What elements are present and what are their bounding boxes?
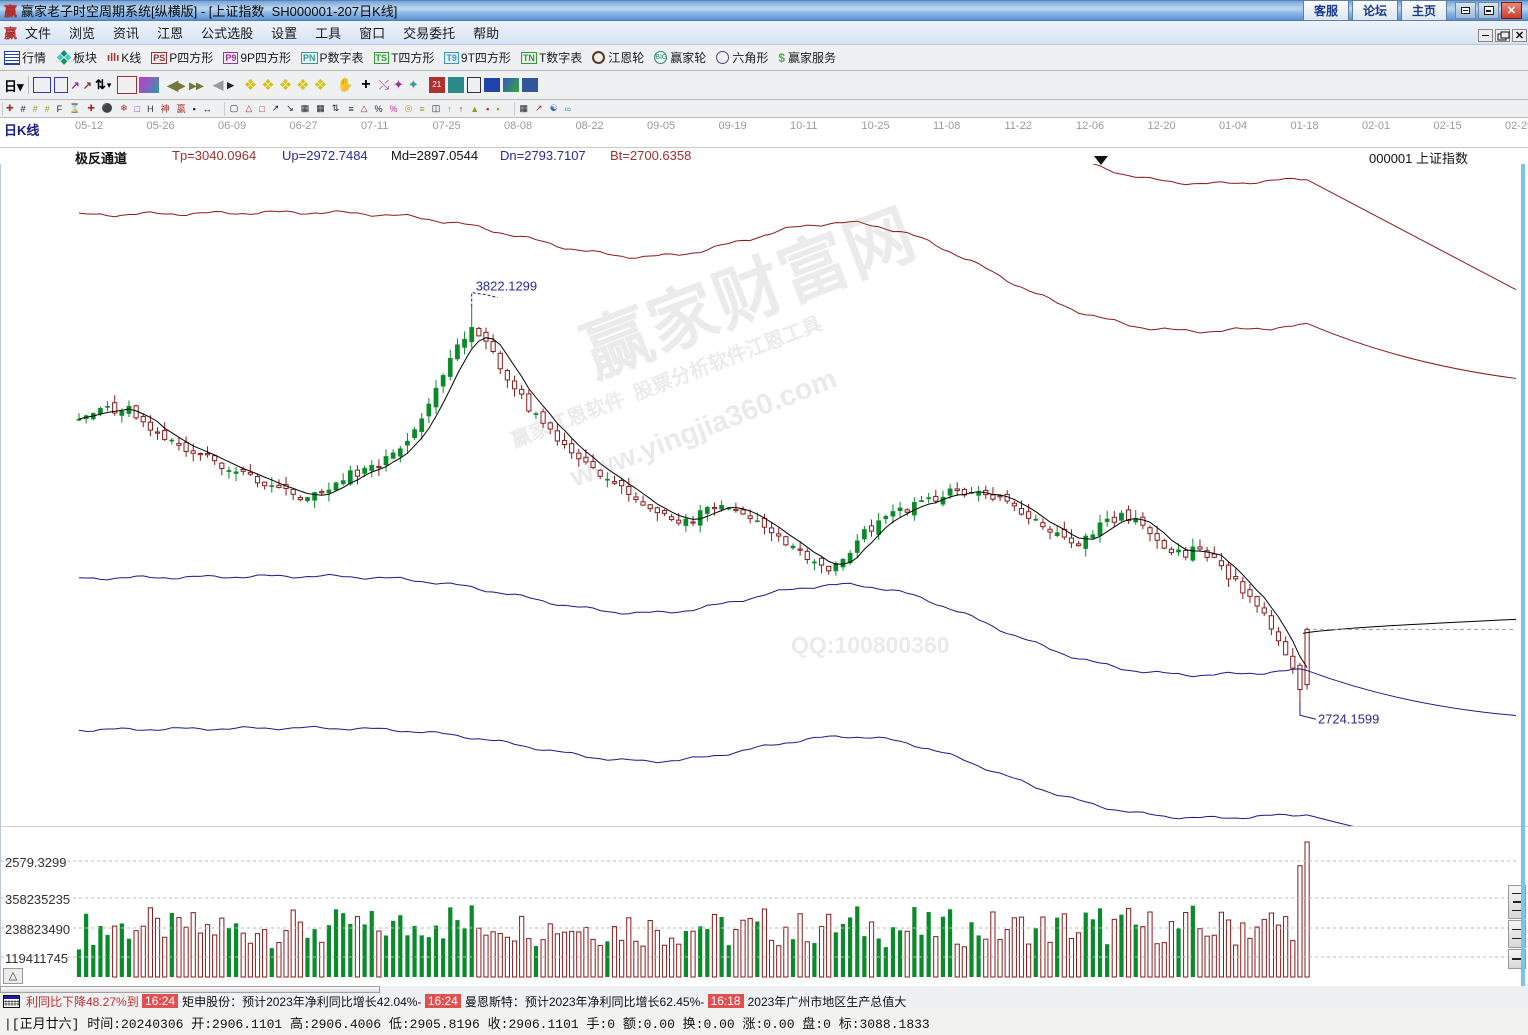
svg-text:3822.1299: 3822.1299	[476, 279, 537, 294]
svg-text:2724.1599: 2724.1599	[1318, 711, 1379, 726]
